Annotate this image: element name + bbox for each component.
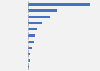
Bar <box>28 34 35 37</box>
Bar <box>28 3 90 6</box>
Bar <box>28 41 34 43</box>
Bar <box>28 22 42 24</box>
Bar <box>28 16 50 18</box>
Bar <box>28 59 30 62</box>
Bar <box>28 9 57 12</box>
Bar <box>28 47 32 49</box>
Bar <box>28 53 30 55</box>
Bar <box>28 65 29 68</box>
Bar <box>28 28 37 30</box>
